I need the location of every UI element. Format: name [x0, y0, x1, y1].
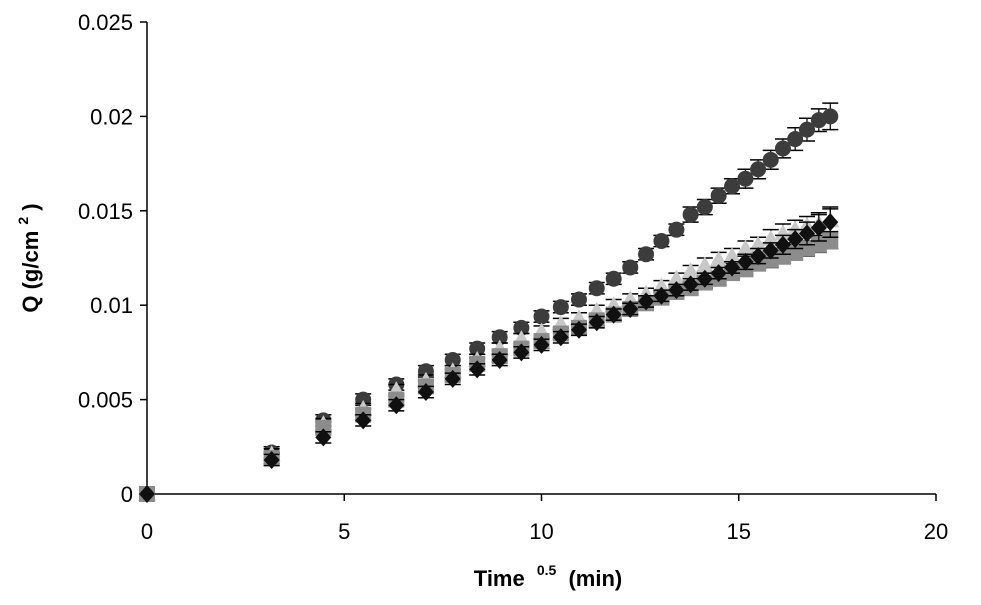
y-tick-label: 0 — [121, 482, 133, 507]
data-point — [798, 224, 815, 243]
data-point — [774, 140, 791, 157]
x-tick-label: 10 — [529, 519, 553, 544]
x-tick-label: 5 — [338, 519, 350, 544]
data-point — [139, 485, 155, 503]
data-point — [469, 340, 486, 357]
data-point — [762, 251, 779, 268]
data-point — [513, 343, 530, 362]
data-point — [762, 241, 779, 260]
data-point — [444, 369, 461, 388]
y-tick-label: 0.02 — [90, 104, 133, 129]
data-point — [622, 259, 639, 276]
data-point — [822, 213, 839, 232]
data-point — [724, 178, 741, 195]
data-point — [724, 258, 741, 277]
data-point — [798, 121, 815, 138]
series-circle — [139, 102, 839, 502]
axes — [146, 22, 936, 495]
data-point — [444, 351, 461, 368]
y-tick-label: 0.025 — [78, 10, 133, 35]
data-point — [710, 264, 727, 283]
data-point — [682, 206, 699, 223]
data-point — [638, 246, 655, 263]
data-point — [668, 221, 685, 238]
data-point — [263, 451, 280, 470]
data-series — [138, 102, 840, 503]
data-point — [653, 286, 670, 305]
x-tick-label: 20 — [924, 519, 948, 544]
data-point — [822, 108, 839, 125]
data-point — [491, 350, 508, 369]
data-point — [682, 275, 699, 294]
data-point — [723, 247, 742, 264]
data-point — [774, 248, 791, 265]
data-point — [552, 328, 569, 347]
data-point — [681, 262, 700, 279]
data-point — [749, 235, 768, 252]
data-point — [709, 250, 728, 267]
data-point — [750, 247, 767, 266]
data-point — [787, 131, 804, 148]
x-axis-title-main: Time — [474, 566, 525, 591]
series-diamond — [139, 206, 839, 503]
data-point — [695, 256, 714, 273]
data-point — [774, 235, 791, 254]
data-point — [469, 360, 486, 379]
data-point — [605, 305, 622, 324]
data-point — [552, 299, 569, 316]
data-point — [652, 277, 671, 294]
y-axis-title-main: Q (g/cm — [18, 231, 43, 313]
x-tick-label: 0 — [141, 519, 153, 544]
data-point — [513, 319, 530, 336]
series-triangle — [138, 208, 840, 501]
data-point — [638, 292, 655, 311]
data-point — [710, 187, 727, 204]
data-point — [570, 320, 587, 339]
data-point — [762, 151, 779, 168]
data-point — [787, 230, 804, 249]
y-axis-ticks: 0 0.005 0.01 0.015 0.02 0.025 — [78, 10, 147, 507]
data-point — [588, 313, 605, 332]
data-point — [388, 396, 405, 415]
y-tick-label: 0.01 — [90, 293, 133, 318]
data-point — [750, 161, 767, 178]
data-point — [696, 199, 713, 216]
x-axis-ticks: 0 5 10 15 20 — [141, 494, 948, 544]
x-axis-title-unit: (min) — [568, 566, 622, 591]
data-point — [737, 252, 754, 271]
data-point — [622, 299, 639, 318]
y-axis-title-end: ) — [18, 203, 43, 210]
data-point — [737, 170, 754, 187]
data-point — [355, 411, 372, 430]
x-axis-title-superscript: 0.5 — [537, 562, 557, 578]
data-point — [491, 329, 508, 346]
y-tick-label: 0.005 — [78, 388, 133, 413]
y-axis-title: Q (g/cm 2 ) — [8, 203, 43, 312]
data-point — [668, 281, 685, 300]
data-point — [533, 335, 550, 354]
data-point — [667, 269, 686, 286]
data-point — [315, 428, 332, 447]
data-point — [570, 291, 587, 308]
data-point — [588, 280, 605, 297]
x-tick-label: 15 — [727, 519, 751, 544]
x-axis-title: Time 0.5 (min) — [474, 555, 622, 591]
data-point — [761, 230, 780, 247]
data-point — [417, 383, 434, 402]
data-point — [653, 233, 670, 250]
data-point — [810, 218, 827, 237]
y-tick-label: 0.015 — [78, 199, 133, 224]
data-point — [696, 269, 713, 288]
data-point — [533, 308, 550, 325]
data-point — [605, 270, 622, 287]
y-axis-title-superscript: 2 — [15, 217, 31, 225]
